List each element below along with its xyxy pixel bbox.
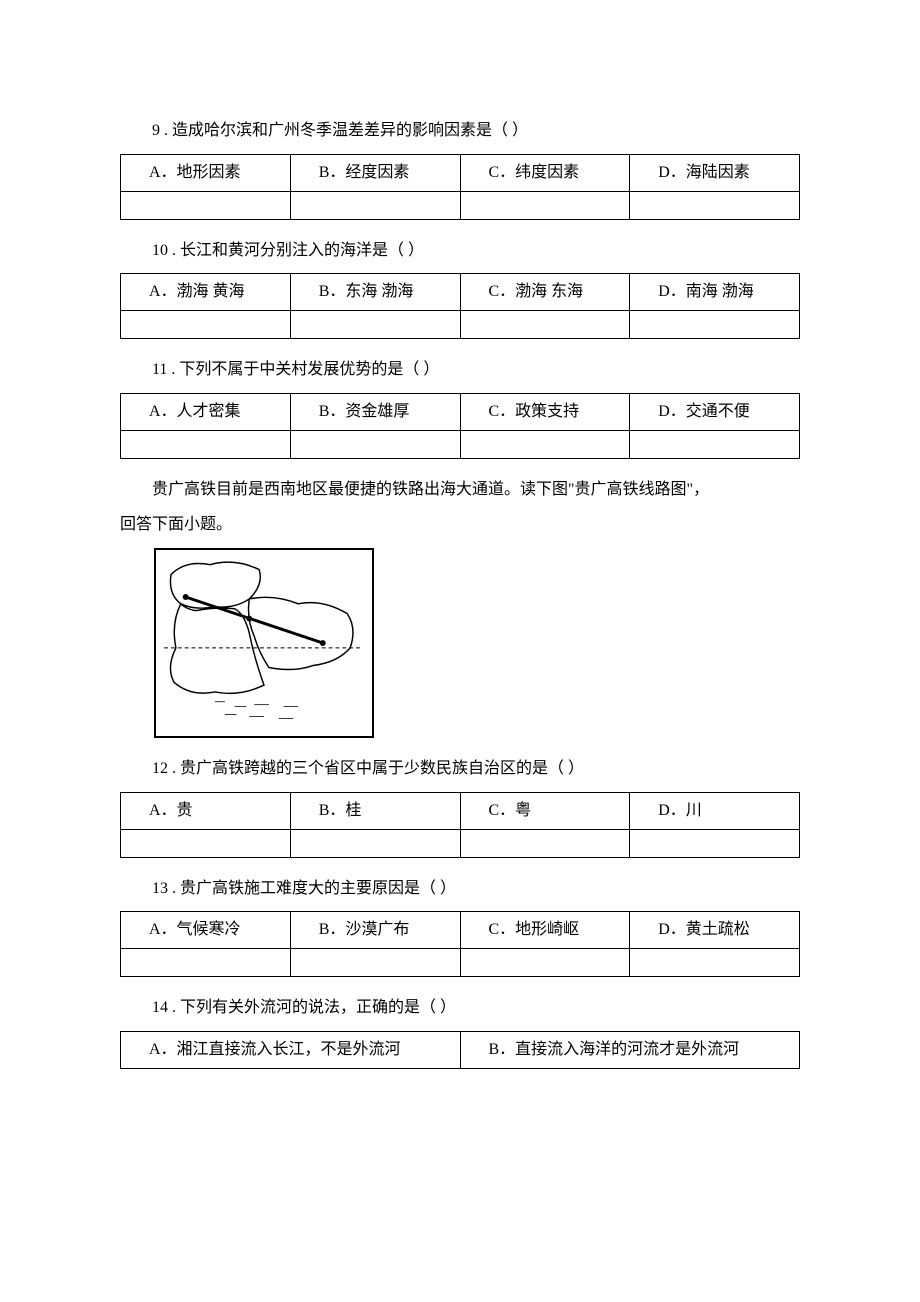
table-row-empty [121,311,800,339]
map-container [154,548,774,738]
empty-cell [460,311,630,339]
table-row: A．气候寒冷 B．沙漠广布 C．地形崎岖 D．黄土疏松 [121,912,800,949]
option-b: B．沙漠广布 [290,912,460,949]
table-row: A．地形因素 B．经度因素 C．纬度因素 D．海陆因素 [121,154,800,191]
option-a: A．地形因素 [121,154,291,191]
option-c: C．渤海 东海 [460,274,630,311]
empty-cell [460,430,630,458]
question-9-text: 9 . 造成哈尔滨和广州冬季温差差异的影响因素是（ ） [120,118,800,144]
table-row: A．贵 B．桂 C．粤 D．川 [121,792,800,829]
table-row-empty [121,430,800,458]
empty-cell [460,949,630,977]
option-b: B．资金雄厚 [290,393,460,430]
option-a: A．气候寒冷 [121,912,291,949]
empty-cell [121,191,291,219]
option-d: D．川 [630,792,800,829]
option-c: C．粤 [460,792,630,829]
empty-cell [630,430,800,458]
table-row: A．渤海 黄海 B．东海 渤海 C．渤海 东海 D．南海 渤海 [121,274,800,311]
empty-cell [630,829,800,857]
table-row-empty [121,191,800,219]
empty-cell [630,311,800,339]
empty-cell [121,430,291,458]
empty-cell [460,191,630,219]
option-d: D．海陆因素 [630,154,800,191]
empty-cell [121,949,291,977]
table-row-empty [121,829,800,857]
question-14-options-table: A．湘江直接流入长江，不是外流河 B．直接流入海洋的河流才是外流河 [120,1031,800,1069]
question-9-options-table: A．地形因素 B．经度因素 C．纬度因素 D．海陆因素 [120,154,800,220]
map-image [154,548,374,738]
question-12-options-table: A．贵 B．桂 C．粤 D．川 [120,792,800,858]
option-a: A．人才密集 [121,393,291,430]
empty-cell [290,949,460,977]
empty-cell [630,949,800,977]
option-a: A．湘江直接流入长江，不是外流河 [121,1031,461,1068]
question-13-text: 13 . 贵广高铁施工难度大的主要原因是（ ） [120,876,800,902]
question-10-text: 10 . 长江和黄河分别注入的海洋是（ ） [120,238,800,264]
empty-cell [121,311,291,339]
passage-line2: 回答下面小题。 [120,512,800,538]
map-svg [156,550,372,736]
option-b: B．桂 [290,792,460,829]
passage-line1: 贵广高铁目前是西南地区最便捷的铁路出海大通道。读下图"贵广高铁线路图"， [120,477,800,503]
option-c: C．地形崎岖 [460,912,630,949]
table-row-empty [121,949,800,977]
option-d: D．交通不便 [630,393,800,430]
option-c: C．纬度因素 [460,154,630,191]
option-b: B．东海 渤海 [290,274,460,311]
table-row: A．湘江直接流入长江，不是外流河 B．直接流入海洋的河流才是外流河 [121,1031,800,1068]
option-a: A．贵 [121,792,291,829]
option-d: D．黄土疏松 [630,912,800,949]
empty-cell [290,829,460,857]
question-14-text: 14 . 下列有关外流河的说法，正确的是（ ） [120,995,800,1021]
option-a: A．渤海 黄海 [121,274,291,311]
empty-cell [460,829,630,857]
empty-cell [290,430,460,458]
table-row: A．人才密集 B．资金雄厚 C．政策支持 D．交通不便 [121,393,800,430]
question-13-options-table: A．气候寒冷 B．沙漠广布 C．地形崎岖 D．黄土疏松 [120,911,800,977]
option-c: C．政策支持 [460,393,630,430]
option-b: B．经度因素 [290,154,460,191]
empty-cell [630,191,800,219]
empty-cell [121,829,291,857]
option-b: B．直接流入海洋的河流才是外流河 [460,1031,800,1068]
option-d: D．南海 渤海 [630,274,800,311]
empty-cell [290,311,460,339]
question-11-options-table: A．人才密集 B．资金雄厚 C．政策支持 D．交通不便 [120,393,800,459]
question-10-options-table: A．渤海 黄海 B．东海 渤海 C．渤海 东海 D．南海 渤海 [120,273,800,339]
empty-cell [290,191,460,219]
question-12-text: 12 . 贵广高铁跨越的三个省区中属于少数民族自治区的是（ ） [120,756,800,782]
question-11-text: 11 . 下列不属于中关村发展优势的是（ ） [120,357,800,383]
